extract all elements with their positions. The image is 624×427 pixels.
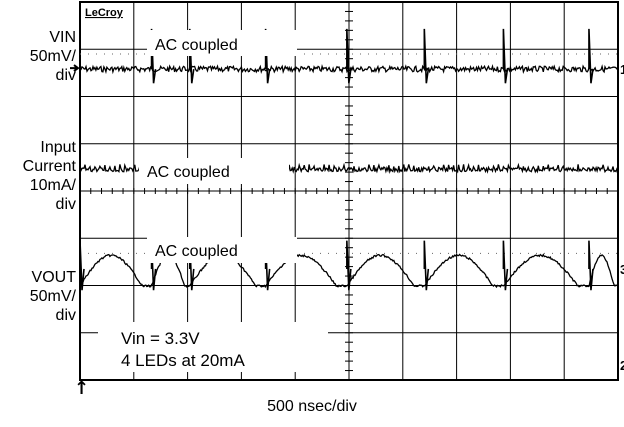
trigger-marker: ↑ (74, 378, 89, 399)
input-current-label-line: 10mA/ (29, 177, 76, 194)
annotations: AC coupled AC coupled AC coupled Vin = 3… (98, 30, 328, 372)
input-current-label-line: Input (40, 139, 76, 156)
input-current-label-line: Current (22, 158, 76, 175)
spike (502, 240, 509, 291)
channel-marker-1: 1 (620, 62, 624, 77)
spike (588, 240, 594, 291)
ac-coupled-vin: AC coupled (155, 37, 238, 54)
vin-label-line: div (55, 67, 76, 84)
vout-label-line: VOUT (31, 269, 76, 286)
x-axis-label: 500 nsec/div (267, 398, 357, 415)
spike (502, 28, 509, 84)
vout-label-line: div (55, 307, 76, 324)
note-leds: 4 LEDs at 20mA (121, 351, 245, 370)
input-current-label: Input Current 10mA/ div (23, 138, 76, 214)
channel-markers: 1 3 2 ↑ (70, 62, 624, 399)
vout-label: VOUT 50mV/ div (30, 268, 76, 325)
spike (588, 28, 594, 84)
vin-offset-arrow (70, 64, 80, 72)
spike (346, 28, 352, 84)
spike (423, 28, 430, 84)
note-vin: Vin = 3.3V (121, 329, 200, 348)
graticule (79, 1, 619, 381)
spike (346, 240, 352, 291)
input-current-label-line: div (55, 196, 76, 213)
ground-marker: 2 (620, 358, 624, 373)
vin-label: VIN 50mV/ div (30, 28, 76, 85)
vout-label-line: 50mV/ (29, 288, 76, 305)
ac-coupled-vout: AC coupled (155, 243, 238, 260)
spike (79, 240, 85, 291)
channel-marker-3: 3 (620, 262, 624, 277)
spike (423, 240, 430, 291)
vin-label-line: VIN (49, 29, 76, 46)
ac-coupled-input-current: AC coupled (147, 164, 230, 181)
brand-label: LeCroy (85, 7, 124, 19)
vin-label-line: 50mV/ (29, 48, 76, 65)
